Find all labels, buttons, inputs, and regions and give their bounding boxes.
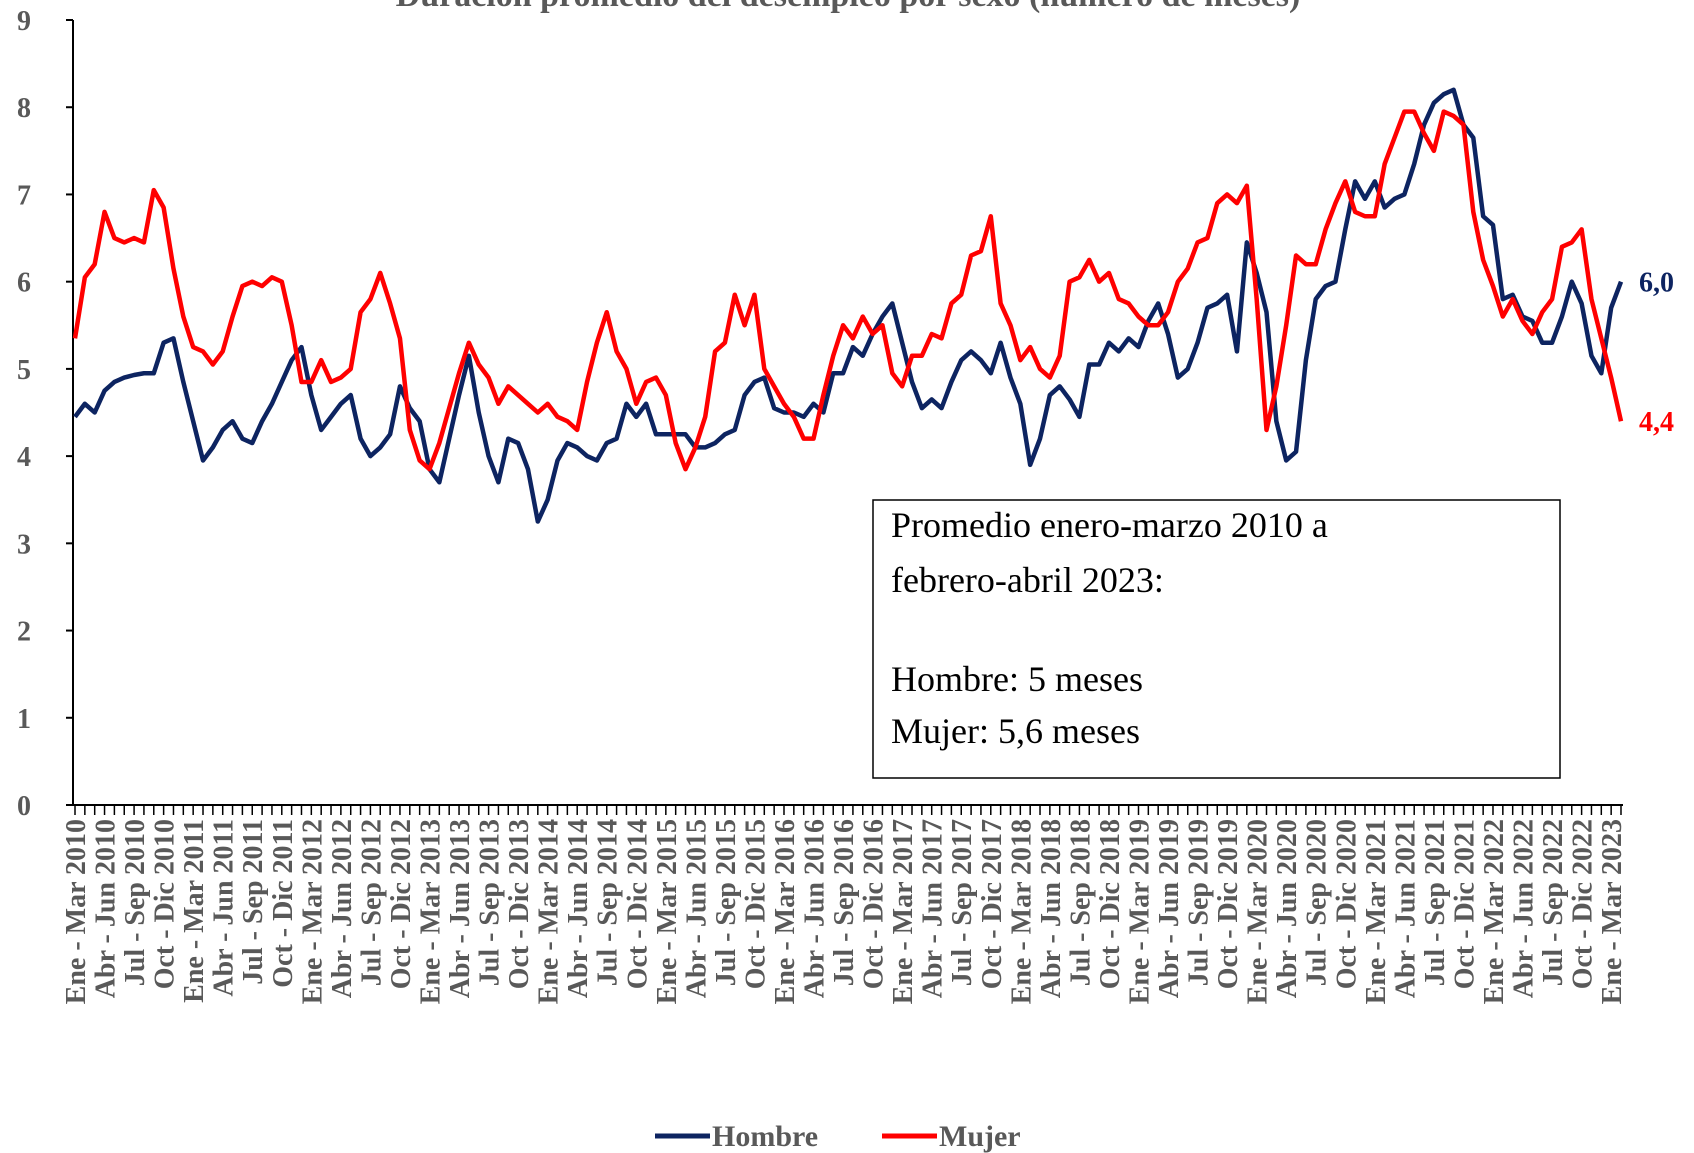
- x-tick-label: Oct - Dic 2019: [1213, 819, 1244, 989]
- annotation-text: Promedio enero-marzo 2010 a: [891, 505, 1328, 545]
- x-tick-label: Ene - Mar 2019: [1124, 819, 1155, 1004]
- x-tick-label: Oct - Dic 2017: [977, 819, 1008, 989]
- y-tick-label: 0: [17, 791, 31, 822]
- x-tick-label: Oct - Dic 2021: [1449, 819, 1480, 989]
- x-tick-label: Abr - Jun 2013: [445, 819, 476, 998]
- x-tick-label: Ene - Mar 2010: [61, 819, 92, 1004]
- y-tick-label: 3: [17, 529, 31, 560]
- x-tick-label: Abr - Jun 2010: [91, 819, 122, 998]
- x-tick-label: Ene - Mar 2016: [770, 819, 801, 1004]
- x-tick-label: Abr - Jun 2015: [681, 819, 712, 998]
- x-tick-label: Abr - Jun 2017: [918, 819, 949, 998]
- y-tick-label: 9: [17, 6, 31, 37]
- y-tick-label: 4: [17, 442, 31, 473]
- y-tick-label: 6: [17, 268, 31, 299]
- x-tick-label: Ene - Mar 2013: [415, 819, 446, 1004]
- x-tick-label: Abr - Jun 2014: [563, 819, 594, 998]
- end-label: 4,4: [1639, 407, 1674, 438]
- x-tick-label: Jul - Sep 2022: [1538, 819, 1569, 986]
- y-tick-label: 1: [17, 704, 31, 735]
- x-tick-label: Ene - Mar 2020: [1243, 819, 1274, 1004]
- x-tick-label: Jul - Sep 2014: [593, 819, 624, 986]
- x-tick-label: Jul - Sep 2013: [475, 819, 506, 986]
- x-tick-label: Oct - Dic 2018: [1095, 819, 1126, 989]
- series-line: [72, 109, 1624, 472]
- x-tick-label: Ene - Mar 2011: [179, 819, 210, 1003]
- x-tick-label: Abr - Jun 2016: [800, 819, 831, 998]
- x-tick-label: Ene - Mar 2014: [534, 819, 565, 1004]
- y-tick-label: 5: [17, 355, 31, 386]
- x-tick-label: Ene - Mar 2015: [652, 819, 683, 1004]
- x-tick-label: Ene - Mar 2017: [888, 819, 919, 1004]
- x-tick-label: Jul - Sep 2020: [1302, 819, 1333, 986]
- x-tick-label: Jul - Sep 2019: [1184, 819, 1215, 986]
- x-tick-label: Jul - Sep 2010: [120, 819, 151, 986]
- x-tick-label: Oct - Dic 2010: [150, 819, 181, 989]
- x-tick-label: Ene - Mar 2023: [1597, 819, 1628, 1004]
- x-tick-label: Jul - Sep 2011: [238, 819, 269, 985]
- x-tick-label: Abr - Jun 2012: [327, 819, 358, 998]
- x-tick-label: Jul - Sep 2021: [1420, 819, 1451, 986]
- x-tick-label: Abr - Jun 2022: [1509, 819, 1540, 998]
- chart-title: Duración promedio del desempleo por sexo…: [396, 0, 1301, 14]
- x-tick-label: Oct - Dic 2013: [504, 819, 535, 989]
- x-tick-label: Ene - Mar 2012: [297, 819, 328, 1004]
- x-tick-label: Oct - Dic 2015: [740, 819, 771, 989]
- x-tick-label: Abr - Jun 2021: [1390, 819, 1421, 998]
- x-tick-label: Oct - Dic 2012: [386, 819, 417, 989]
- legend-label: Hombre: [712, 1120, 818, 1153]
- x-tick-label: Ene - Mar 2022: [1479, 819, 1510, 1004]
- annotation-text: febrero-abril 2023:: [891, 560, 1164, 600]
- legend-label: Mujer: [939, 1120, 1021, 1153]
- x-tick-label: Oct - Dic 2011: [268, 819, 299, 988]
- y-tick-label: 2: [17, 617, 31, 648]
- x-tick-label: Jul - Sep 2012: [356, 819, 387, 986]
- x-tick-label: Jul - Sep 2017: [947, 819, 978, 986]
- x-tick-label: Jul - Sep 2015: [711, 819, 742, 986]
- annotation-text: Hombre: 5 meses: [891, 659, 1143, 699]
- x-tick-label: Ene - Mar 2021: [1361, 819, 1392, 1004]
- x-tick-label: Jul - Sep 2016: [829, 819, 860, 986]
- x-tick-label: Abr - Jun 2020: [1272, 819, 1303, 998]
- x-tick-label: Oct - Dic 2016: [859, 819, 890, 989]
- x-tick-label: Ene - Mar 2018: [1006, 819, 1037, 1004]
- annotation-box: [872, 499, 1561, 779]
- x-tick-label: Abr - Jun 2019: [1154, 819, 1185, 998]
- x-tick-label: Abr - Jun 2011: [209, 819, 240, 997]
- series-line: [73, 87, 1624, 524]
- x-tick-label: Abr - Jun 2018: [1036, 819, 1067, 998]
- y-tick-label: 8: [17, 93, 31, 124]
- x-tick-label: Oct - Dic 2020: [1331, 819, 1362, 989]
- x-tick-label: Oct - Dic 2022: [1568, 819, 1599, 989]
- y-tick-label: 7: [17, 180, 31, 211]
- annotation-text: Mujer: 5,6 meses: [891, 711, 1140, 751]
- x-tick-label: Jul - Sep 2018: [1065, 819, 1096, 986]
- x-tick-label: Oct - Dic 2014: [622, 819, 653, 989]
- end-label: 6,0: [1639, 268, 1674, 299]
